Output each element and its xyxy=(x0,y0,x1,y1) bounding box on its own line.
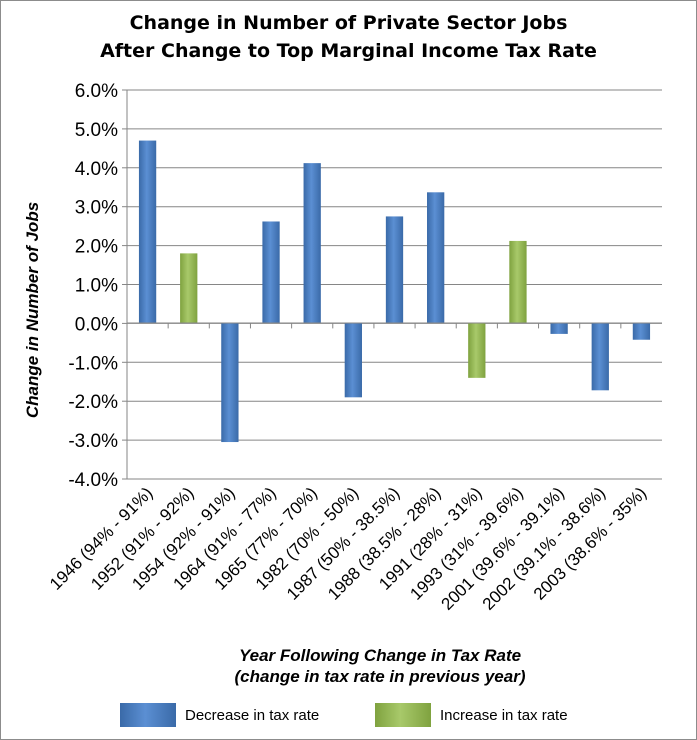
y-tick-label: -1.0% xyxy=(68,353,118,374)
legend-label-increase: Increase in tax rate xyxy=(440,707,568,724)
y-tick-label: 0.0% xyxy=(75,314,118,335)
y-tick-label: 5.0% xyxy=(75,120,118,141)
legend-swatch-increase xyxy=(375,703,431,727)
legend-label-decrease: Decrease in tax rate xyxy=(185,707,319,724)
bar-1993 xyxy=(509,240,527,324)
bars xyxy=(138,140,651,443)
x-axis-title: Year Following Change in Tax Rate xyxy=(239,646,521,665)
bar-1987 xyxy=(385,216,404,324)
chart-subtitle: After Change to Top Marginal Income Tax … xyxy=(100,40,597,62)
y-tick-label: 6.0% xyxy=(75,81,118,102)
bar-1982 xyxy=(344,323,362,398)
y-tick-label: 2.0% xyxy=(75,237,118,258)
y-tick-label: -4.0% xyxy=(68,470,118,491)
y-tick-label: 3.0% xyxy=(75,198,118,219)
y-tick-label: 4.0% xyxy=(75,159,118,180)
bar-1946 xyxy=(138,140,157,324)
y-tick-label: 1.0% xyxy=(75,276,118,297)
bar-2001 xyxy=(550,323,568,334)
legend: Decrease in tax rate Increase in tax rat… xyxy=(120,703,568,727)
bar-1964 xyxy=(262,221,280,324)
bar-1991 xyxy=(468,323,486,378)
chart-title: Change in Number of Private Sector Jobs xyxy=(129,12,568,34)
y-axis-title: Change in Number of Jobs xyxy=(23,202,42,418)
bar-1988 xyxy=(427,192,445,324)
bar-1954 xyxy=(221,323,239,443)
y-tick-label: -2.0% xyxy=(68,392,118,413)
bar-2003 xyxy=(632,323,651,340)
y-axis-ticks: 6.0% 5.0% 4.0% 3.0% 2.0% 1.0% 0.0% -1.0% -2.0% -3… xyxy=(68,81,127,491)
y-tick-label: -3.0% xyxy=(68,431,118,452)
x-axis-ticks: 1946 (94% - 91%)1952 (91% - 92%)1954 (92… xyxy=(46,323,650,614)
bar-1965 xyxy=(303,163,321,324)
x-axis-subtitle: (change in tax rate in previous year) xyxy=(235,667,526,686)
legend-swatch-decrease xyxy=(120,703,176,727)
bar-1952 xyxy=(180,253,198,324)
bar-2002 xyxy=(591,323,609,391)
